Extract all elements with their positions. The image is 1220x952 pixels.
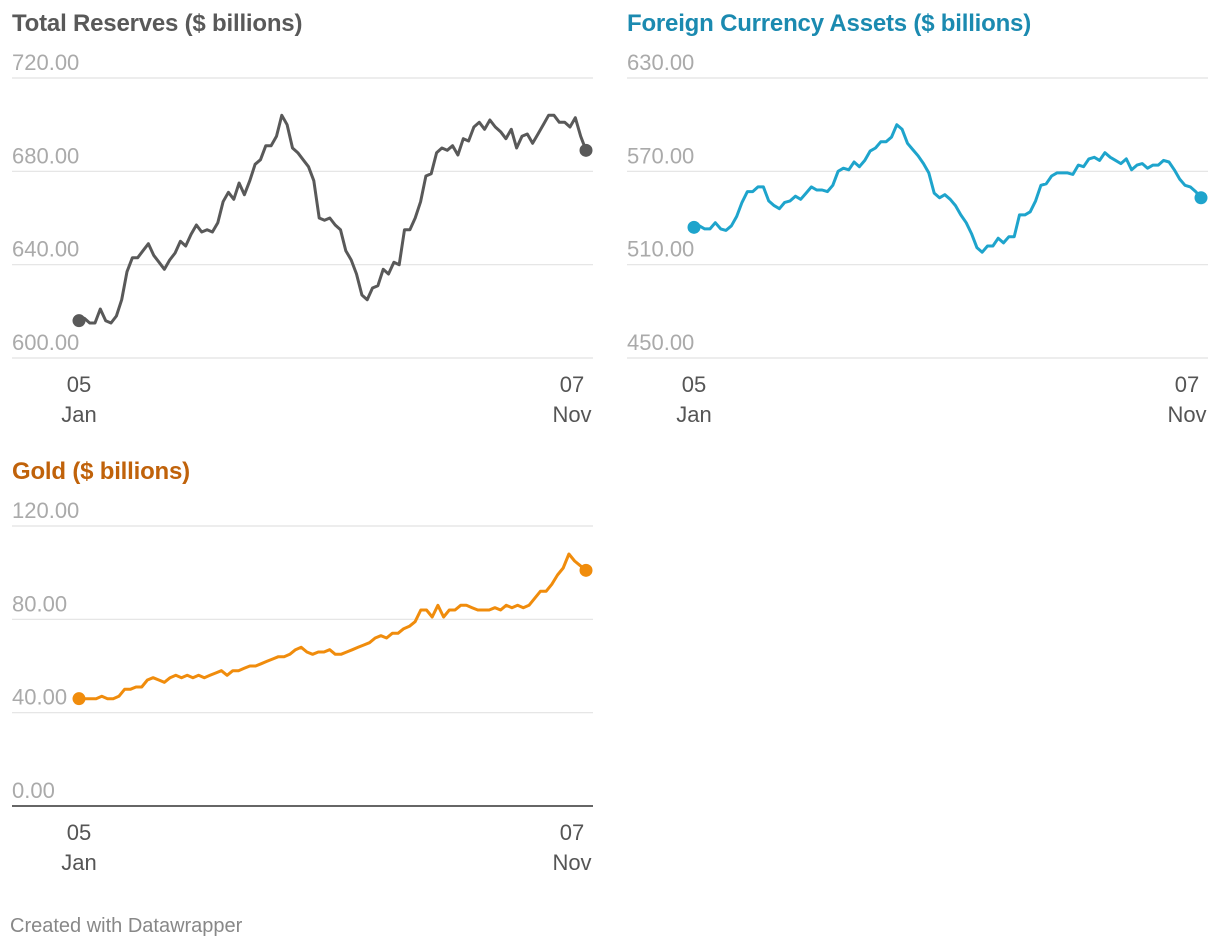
start-point xyxy=(72,314,86,328)
y-tick-label: 600.00 xyxy=(12,330,79,355)
series-line xyxy=(692,123,1203,254)
chart-title: Foreign Currency Assets ($ billions) xyxy=(627,10,1031,37)
chart-gold: Gold ($ billions) 120.00 80.00 40.00 0.00 05… xyxy=(0,448,600,888)
y-tick-label: 450.00 xyxy=(627,330,694,355)
x-tick-day: 05 xyxy=(67,820,91,845)
x-tick-month: Nov xyxy=(552,402,591,427)
chart-svg: 720.00 680.00 640.00 600.00 05 Jan 07 Nov xyxy=(12,50,593,427)
chart-foreign-currency-assets: Foreign Currency Assets ($ billions) 630… xyxy=(615,0,1215,440)
y-tick-label: 40.00 xyxy=(12,685,67,710)
y-tick-label: 680.00 xyxy=(12,143,79,168)
chart-title: Gold ($ billions) xyxy=(12,458,190,485)
y-tick-label: 720.00 xyxy=(12,50,79,75)
y-tick-label: 0.00 xyxy=(12,778,55,803)
y-tick-label: 630.00 xyxy=(627,50,694,75)
start-point xyxy=(687,220,701,234)
x-tick-day: 05 xyxy=(682,372,706,397)
chart-title: Total Reserves ($ billions) xyxy=(12,10,303,37)
y-tick-label: 120.00 xyxy=(12,498,79,523)
x-tick-month: Jan xyxy=(61,850,96,875)
y-tick-label: 640.00 xyxy=(12,237,79,262)
end-point xyxy=(579,143,593,157)
end-point xyxy=(579,563,593,577)
start-point xyxy=(72,692,86,706)
series-line xyxy=(77,113,588,325)
x-tick-month: Jan xyxy=(676,402,711,427)
x-tick-month: Jan xyxy=(61,402,96,427)
x-tick-day: 07 xyxy=(560,372,584,397)
x-tick-month: Nov xyxy=(1167,402,1206,427)
chart-svg: 630.00 570.00 510.00 450.00 05 Jan 07 Nov xyxy=(627,50,1208,427)
series-line xyxy=(77,552,588,701)
x-tick-day: 05 xyxy=(67,372,91,397)
footer-credit: Created with Datawrapper xyxy=(10,915,243,937)
x-tick-month: Nov xyxy=(552,850,591,875)
chart-svg: 120.00 80.00 40.00 0.00 05 Jan 07 Nov xyxy=(12,498,593,875)
y-tick-label: 570.00 xyxy=(627,143,694,168)
x-tick-day: 07 xyxy=(560,820,584,845)
chart-total-reserves: Total Reserves ($ billions) 720.00 680.00… xyxy=(0,0,600,440)
x-tick-day: 07 xyxy=(1175,372,1199,397)
end-point xyxy=(1194,191,1208,205)
y-tick-label: 80.00 xyxy=(12,591,67,616)
y-tick-label: 510.00 xyxy=(627,237,694,262)
